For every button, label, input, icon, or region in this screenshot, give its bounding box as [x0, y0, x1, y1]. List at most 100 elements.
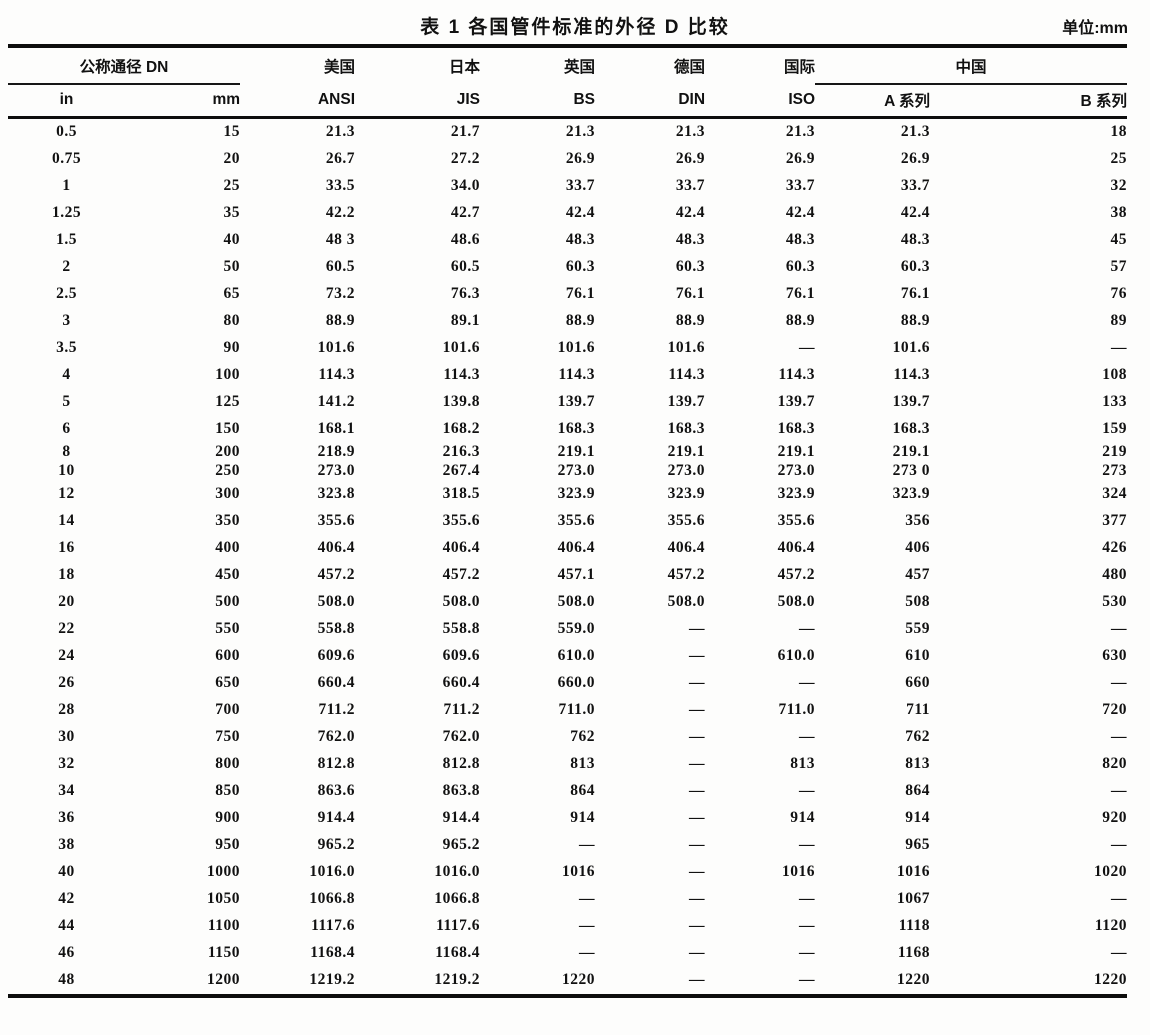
header-ansi: ANSI	[317, 90, 356, 108]
header-usa: 美国	[324, 59, 356, 76]
cell-inch: 30	[58, 728, 75, 745]
cell-bs: 33.7	[565, 177, 596, 194]
cell-bs: —	[579, 890, 596, 907]
cell-iso: —	[799, 782, 816, 799]
cell-bs: 508.0	[557, 593, 596, 610]
header-mm: mm	[212, 91, 241, 109]
cell-iso: —	[799, 944, 816, 961]
cell-iso: 42.4	[785, 204, 816, 221]
cell-jis: 89.1	[450, 312, 481, 329]
cell-series-a: 26.9	[900, 150, 931, 167]
cell-ansi: 762.0	[317, 728, 356, 745]
cell-series-b: —	[1111, 339, 1128, 356]
cell-iso: 406.4	[777, 539, 816, 556]
cell-inch: 34	[58, 782, 75, 799]
table-body: 0.5 15 21.3 21.7 21.3 21.3 21.3 21.3 18 0.75 20 26.…	[8, 117, 1127, 996]
cell-series-b: 530	[1102, 593, 1128, 610]
cell-din: —	[689, 755, 706, 772]
cell-bs: 26.9	[565, 150, 596, 167]
cell-din: —	[689, 863, 706, 880]
cell-series-a: 711	[906, 701, 931, 718]
cell-series-b: 25	[1110, 150, 1128, 167]
cell-iso: —	[799, 620, 816, 637]
cell-series-b: 377	[1102, 512, 1128, 529]
cell-jis: 101.6	[442, 339, 481, 356]
table-row: 26 650 660.4 660.4 660.0 — — 660 —	[8, 670, 1127, 697]
cell-jis: 267.4	[442, 462, 481, 479]
cell-ansi: 168.1	[317, 420, 356, 437]
table-row: 4 100 114.3 114.3 114.3 114.3 114.3 114.3 108	[8, 362, 1127, 389]
cell-iso: 48.3	[785, 231, 816, 248]
cell-ansi: 141.2	[317, 393, 356, 410]
cell-bs: 168.3	[557, 420, 596, 437]
header-din: DIN	[678, 90, 706, 108]
cell-bs: 219.1	[557, 443, 596, 460]
cell-ansi: 355.6	[317, 512, 356, 529]
cell-bs: 48.3	[565, 231, 596, 248]
cell-series-a: 864	[905, 782, 931, 799]
cell-ansi: 660.4	[317, 674, 356, 691]
cell-inch: 24	[58, 647, 75, 664]
cell-bs: 1016	[562, 863, 596, 880]
cell-din: —	[689, 836, 706, 853]
table-row: 42 1050 1066.8 1066.8 — — — 1067 —	[8, 886, 1127, 913]
cell-inch: 3	[62, 312, 71, 329]
header-dn-group: 公称通径 DN	[8, 46, 241, 85]
cell-mm: 250	[215, 462, 241, 479]
cell-iso: 610.0	[777, 647, 816, 664]
cell-bs: 76.1	[565, 285, 596, 302]
cell-ansi: 1168.4	[310, 944, 356, 961]
cell-series-a: 813	[905, 755, 931, 772]
cell-jis: 318.5	[442, 485, 481, 502]
cell-din: 508.0	[667, 593, 706, 610]
cell-series-a: 21.3	[900, 123, 931, 140]
table-row: 0.5 15 21.3 21.7 21.3 21.3 21.3 21.3 18	[8, 117, 1127, 146]
cell-iso: —	[799, 339, 816, 356]
cell-series-b: 920	[1102, 809, 1128, 826]
cell-mm: 1050	[207, 890, 241, 907]
header-uk: 英国	[564, 59, 596, 76]
cell-series-b: —	[1111, 890, 1128, 907]
cell-series-a: 406	[905, 539, 931, 556]
cell-jis: 1219.2	[434, 971, 481, 988]
cell-din: 33.7	[675, 177, 706, 194]
cell-inch: 26	[58, 674, 75, 691]
table-row: 1 25 33.5 34.0 33.7 33.7 33.7 33.7 32	[8, 173, 1127, 200]
cell-din: 88.9	[675, 312, 706, 329]
table-row: 48 1200 1219.2 1219.2 1220 — — 1220 1220	[8, 967, 1127, 996]
cell-jis: 355.6	[442, 512, 481, 529]
cell-din: —	[689, 674, 706, 691]
cell-series-a: 1118	[898, 917, 931, 934]
cell-bs: 914	[570, 809, 596, 826]
cell-inch: 44	[58, 917, 75, 934]
cell-inch: 42	[58, 890, 75, 907]
cell-din: —	[689, 971, 706, 988]
cell-series-a: 660	[905, 674, 931, 691]
cell-din: 114.3	[668, 366, 706, 383]
cell-series-b: —	[1111, 620, 1128, 637]
header-jis: JIS	[456, 90, 481, 108]
header-germany: 德国	[674, 59, 706, 76]
cell-bs: 406.4	[557, 539, 596, 556]
cell-din: 273.0	[667, 462, 706, 479]
header-inch: in	[59, 91, 74, 109]
cell-inch: 22	[58, 620, 75, 637]
cell-bs: 60.3	[565, 258, 596, 275]
cell-ansi: 101.6	[317, 339, 356, 356]
cell-inch: 46	[58, 944, 75, 961]
cell-din: 48.3	[675, 231, 706, 248]
cell-ansi: 558.8	[317, 620, 356, 637]
cell-jis: 863.8	[442, 782, 481, 799]
table-row: 44 1100 1117.6 1117.6 — — — 1118 1120	[8, 913, 1127, 940]
cell-ansi: 508.0	[317, 593, 356, 610]
cell-series-b: —	[1111, 728, 1128, 745]
cell-jis: 457.2	[442, 566, 481, 583]
cell-iso: 219.1	[777, 443, 816, 460]
cell-series-b: 108	[1102, 366, 1128, 383]
header-series-b: B 系列	[1080, 93, 1128, 111]
table-caption-bar: 表 1 各国管件标准的外径 D 比较 单位:mm	[0, 0, 1150, 44]
cell-jis: 558.8	[442, 620, 481, 637]
cell-series-a: 42.4	[900, 204, 931, 221]
cell-bs: 660.0	[557, 674, 596, 691]
cell-series-b: 426	[1102, 539, 1128, 556]
